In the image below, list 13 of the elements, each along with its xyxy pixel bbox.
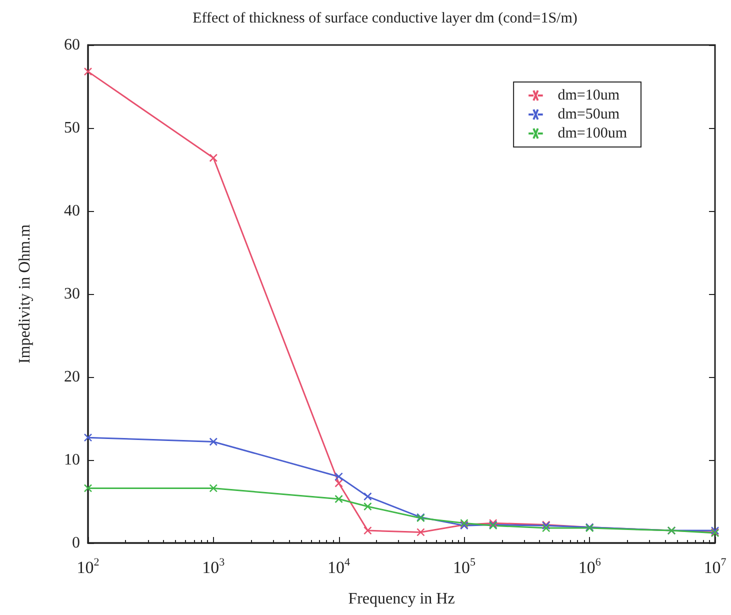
- x-axis-title: Frequency in Hz: [348, 590, 455, 608]
- y-tick-label: 40: [64, 202, 80, 220]
- y-tick-label: 60: [64, 36, 80, 54]
- y-tick-label: 50: [64, 120, 80, 136]
- y-tick-label: 0: [72, 534, 80, 552]
- y-axis-title: Impedivity in Ohm.m: [16, 224, 34, 364]
- legend-label: dm=10um: [558, 88, 620, 104]
- legend-label: dm=100um: [558, 126, 628, 142]
- y-tick-label: 10: [64, 452, 80, 468]
- chart-title: Effect of thickness of surface conductive layer dm (cond=1S/m): [192, 10, 578, 26]
- y-tick-label: 20: [64, 368, 80, 386]
- legend-label: dm=50um: [558, 106, 620, 122]
- y-tick-label: 30: [64, 286, 80, 302]
